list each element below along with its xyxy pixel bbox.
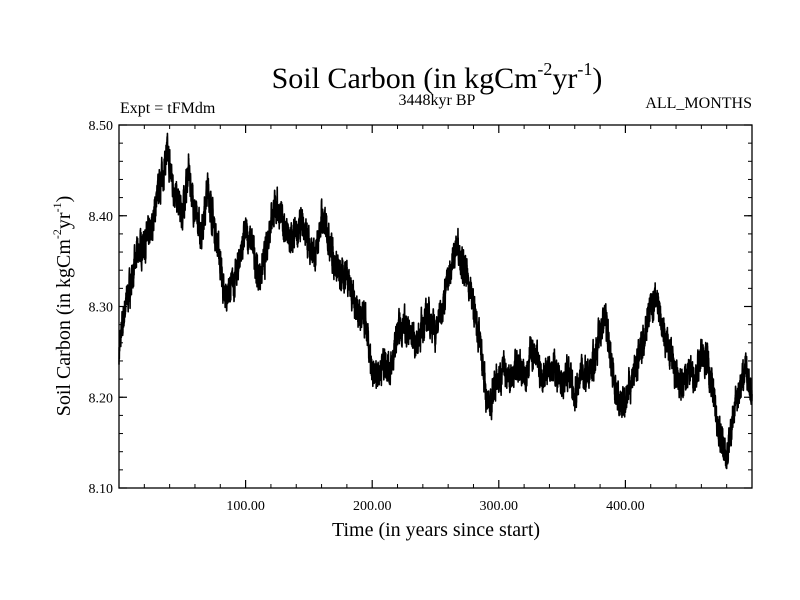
- x-tick-label: 300.00: [480, 499, 519, 514]
- y-axis-title: Soil Carbon (in kgCm-2yr-1): [50, 196, 75, 417]
- y-axis-ticks: 8.10 8.20 8.30 8.40 8.50: [89, 119, 752, 497]
- y-tick-label: 8.50: [89, 119, 114, 134]
- chart-title: Soil Carbon (in kgCm-2yr-1): [272, 59, 603, 95]
- x-axis-title: Time (in years since start): [332, 519, 540, 541]
- period-label: 3448kyr BP: [399, 92, 476, 109]
- x-tick-label: 200.00: [353, 499, 392, 514]
- x-tick-label: 100.00: [226, 499, 265, 514]
- y-tick-label: 8.30: [89, 301, 114, 316]
- y-tick-label: 8.10: [89, 482, 114, 497]
- months-label: ALL_MONTHS: [645, 95, 752, 112]
- experiment-label: Expt = tFMdm: [120, 100, 216, 117]
- y-tick-label: 8.20: [89, 391, 114, 406]
- x-axis-ticks: 100.00 200.00 300.00 400.00: [143, 125, 728, 514]
- y-tick-label: 8.40: [89, 210, 114, 225]
- series-line: [118, 132, 753, 470]
- series-group: [118, 132, 753, 470]
- x-tick-label: 400.00: [606, 499, 645, 514]
